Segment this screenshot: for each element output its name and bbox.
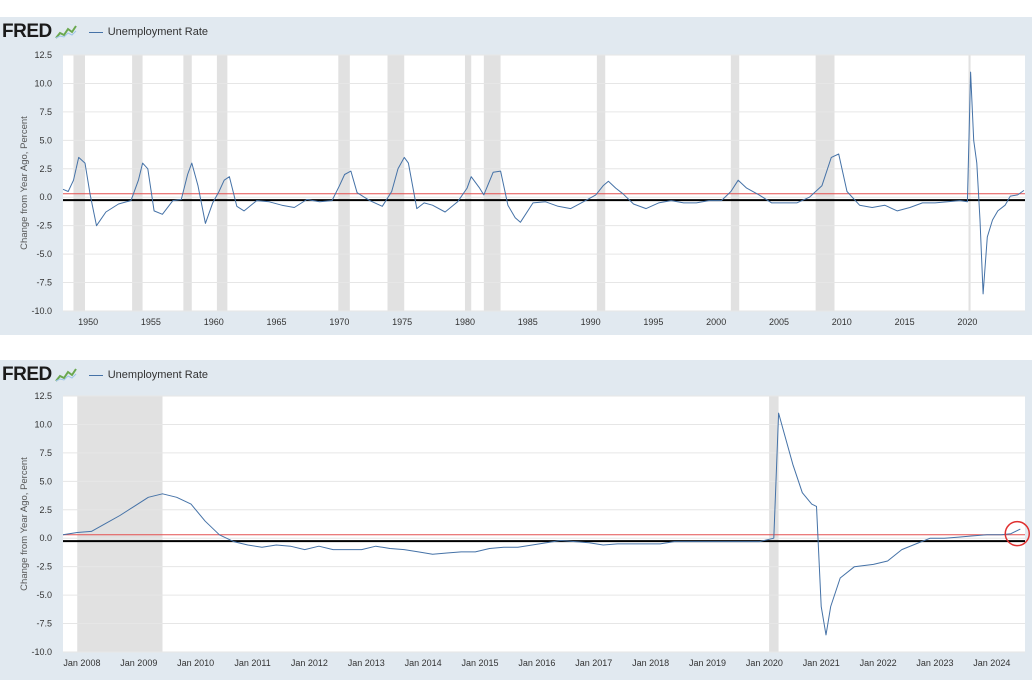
chart-panel-recent: FRED Unemployment Rate 12.5 10.0 7.5 5.0 2.5… (0, 360, 1032, 680)
x-tick-label: Jan 2014 (405, 658, 442, 668)
recession-band (387, 55, 405, 311)
x-tick-label: 1955 (141, 317, 161, 327)
x-tick-label: 1960 (204, 317, 224, 327)
y-tick-label: 12.5 (34, 50, 52, 60)
legend-label: Unemployment Rate (107, 26, 209, 38)
x-tick-label: Jan 2023 (916, 658, 953, 668)
recession-band (483, 55, 501, 311)
chart-panel-long-term: FRED Unemployment Rate 12.5 10.0 7.5 5.0 2.5… (0, 17, 1032, 335)
x-tick-label: 1965 (267, 317, 287, 327)
legend-swatch (88, 374, 103, 376)
y-tick-label: 5.0 (39, 135, 52, 145)
y-tick-label: 10.0 (34, 419, 52, 429)
recession-band (596, 55, 606, 311)
y-tick-label: -2.5 (36, 562, 52, 572)
plot-area (63, 55, 1025, 311)
x-tick-label: 1980 (455, 317, 475, 327)
x-tick-label: 1970 (329, 317, 349, 327)
fred-graph-icon (54, 368, 77, 382)
y-tick-label: 7.5 (39, 107, 52, 117)
line-chart-recent: 12.5 10.0 7.5 5.0 2.5 0.0 -2.5 -5.0 -7.5 -10.0 Jan… (19, 391, 1031, 668)
recession-band (73, 55, 85, 311)
x-tick-label: 1990 (581, 317, 601, 327)
x-tick-label: Jan 2024 (973, 658, 1010, 668)
y-tick-label: 5.0 (39, 476, 52, 486)
x-tick-label: 2010 (832, 317, 852, 327)
x-tick-label: Jan 2016 (518, 658, 555, 668)
y-tick-label: -2.5 (36, 221, 52, 231)
x-tick-label: Jan 2017 (575, 658, 612, 668)
x-tick-label: 2020 (957, 317, 977, 327)
legend-swatch (88, 31, 103, 33)
y-tick-label: 10.0 (34, 78, 52, 88)
x-tick-label: Jan 2010 (177, 658, 214, 668)
line-chart-long-term: 12.5 10.0 7.5 5.0 2.5 0.0 -2.5 -5.0 -7.5 -10.0 195… (19, 50, 1025, 327)
recession-band (815, 55, 835, 311)
fred-logo: FRED (2, 364, 52, 385)
y-tick-label: -10.0 (31, 306, 52, 316)
recession-band (216, 55, 228, 311)
x-tick-label: Jan 2013 (348, 658, 385, 668)
y-tick-label: 2.5 (39, 505, 52, 515)
x-tick-label: Jan 2008 (63, 658, 100, 668)
y-tick-label: 7.5 (39, 448, 52, 458)
x-tick-label: 2015 (895, 317, 915, 327)
legend-label: Unemployment Rate (107, 369, 209, 381)
chart-header: FRED Unemployment Rate (2, 21, 208, 43)
y-axis-label: Change from Year Ago, Percent (19, 457, 30, 591)
x-tick-label: Jan 2020 (746, 658, 783, 668)
x-tick-label: Jan 2011 (234, 658, 270, 668)
highlight-circle (1004, 520, 1031, 547)
x-tick-label: Jan 2022 (860, 658, 897, 668)
recession-band (769, 396, 779, 652)
y-tick-label: -10.0 (31, 647, 52, 657)
x-tick-label: Jan 2018 (632, 658, 669, 668)
series-line (62, 412, 1021, 636)
x-tick-label: 1995 (643, 317, 663, 327)
chart-header: FRED Unemployment Rate (2, 364, 208, 386)
x-tick-label: Jan 2021 (803, 658, 840, 668)
x-tick-label: 1985 (518, 317, 538, 327)
x-tick-label: 2005 (769, 317, 789, 327)
y-axis-label: Change from Year Ago, Percent (19, 116, 30, 250)
series-line (62, 71, 1025, 295)
fred-graph-icon (54, 25, 77, 39)
fred-logo: FRED (2, 21, 52, 42)
x-tick-label: Jan 2019 (689, 658, 726, 668)
y-tick-label: -7.5 (36, 278, 52, 288)
x-tick-label: Jan 2015 (462, 658, 499, 668)
y-tick-label: -7.5 (36, 619, 52, 629)
x-tick-label: Jan 2012 (291, 658, 328, 668)
recession-band (338, 55, 350, 311)
x-tick-label: 1975 (392, 317, 412, 327)
y-tick-label: 0.0 (39, 192, 52, 202)
plot-area (63, 396, 1025, 652)
y-tick-label: 0.0 (39, 533, 52, 543)
x-tick-label: Jan 2009 (120, 658, 157, 668)
x-tick-label: 2000 (706, 317, 726, 327)
y-tick-label: -5.0 (36, 249, 52, 259)
recession-band (730, 55, 740, 311)
recession-band (464, 55, 472, 311)
recession-band (968, 55, 971, 311)
y-tick-label: -5.0 (36, 590, 52, 600)
y-tick-label: 2.5 (39, 164, 52, 174)
recession-band (183, 55, 192, 311)
x-tick-label: 1950 (78, 317, 98, 327)
y-tick-label: 12.5 (34, 391, 52, 401)
recession-band (77, 396, 163, 652)
